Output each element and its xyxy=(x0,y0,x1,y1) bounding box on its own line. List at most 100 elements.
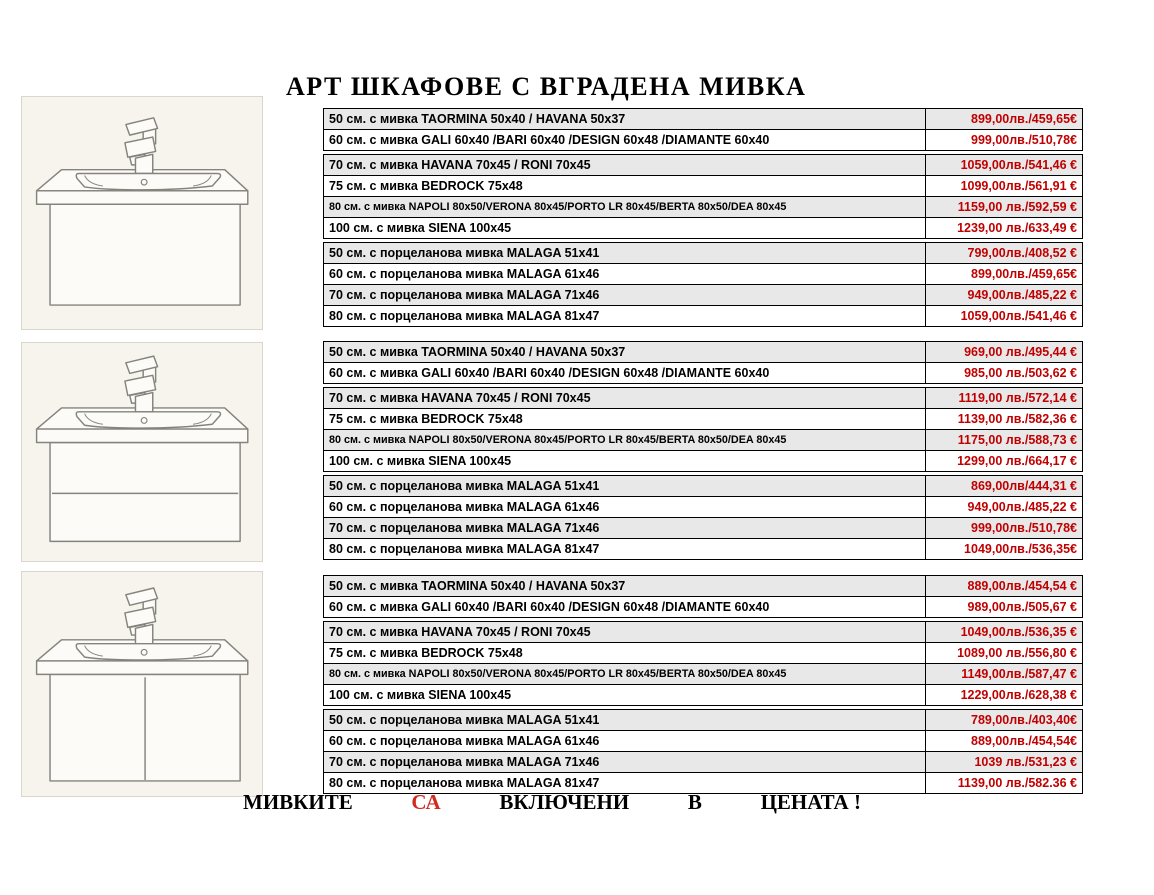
price-value: 989,00лв./505,67 € xyxy=(967,600,1077,614)
price-row: 70 см. с мивка HAVANA 70x45 / RONI 70x45… xyxy=(323,621,1083,643)
price-table-2: 50 см. с мивка TAORMINA 50x40 / HAVANA 5… xyxy=(323,341,1083,560)
footer-word: ВКЛЮЧЕНИ xyxy=(499,790,630,814)
price-row: 75 см. с мивка BEDROCK 75x48 1089,00 лв./… xyxy=(323,642,1083,664)
price-value: 1089,00 лв./556,80 € xyxy=(957,646,1077,660)
price-row: 70 см. с мивка HAVANA 70x45 / RONI 70x45… xyxy=(323,387,1083,409)
price-value: 1059,00лв./541,46 € xyxy=(960,158,1077,172)
price-value: 889,00лв./454,54 € xyxy=(967,579,1077,593)
vanity-drawing-2 xyxy=(21,342,263,562)
vanity-drawing-3 xyxy=(21,571,263,797)
price-value: 899,00лв./459,65€ xyxy=(971,267,1077,281)
price-table-1: 50 см. с мивка TAORMINA 50x40 / HAVANA 5… xyxy=(323,108,1083,327)
price-value: 999,00лв./510,78€ xyxy=(971,521,1077,535)
page-title: АРТ ШКАФОВЕ С ВГРАДЕНА МИВКА xyxy=(286,72,807,101)
price-table-3: 50 см. с мивка TAORMINA 50x40 / HAVANA 5… xyxy=(323,575,1083,794)
price-row: 80 см. с порцеланова мивка MALAGA 81x47 1… xyxy=(323,538,1083,560)
price-row: 70 см. с порцеланова мивка MALAGA 71x46 9… xyxy=(323,284,1083,306)
price-value: 985,00 лв./503,62 € xyxy=(964,366,1077,380)
price-value: 899,00лв./459,65€ xyxy=(971,112,1077,126)
footer-note: МИВКИТЕ СА ВКЛЮЧЕНИ В ЦЕНАТА ! xyxy=(243,790,861,815)
product-description: 75 см. с мивка BEDROCK 75x48 xyxy=(324,409,926,429)
product-description: 50 см. с порцеланова мивка MALAGA 51x41 xyxy=(324,243,926,263)
price-value: 1299,00 лв./664,17 € xyxy=(957,454,1077,468)
price-value: 1229,00лв./628,38 € xyxy=(960,688,1077,702)
price-row: 75 см. с мивка BEDROCK 75x48 1139,00 лв./… xyxy=(323,408,1083,430)
product-description: 60 см. с порцеланова мивка MALAGA 61x46 xyxy=(324,264,926,284)
product-description: 80 см. с мивка NAPOLI 80x50/VERONA 80x45… xyxy=(324,664,926,684)
price-row: 50 см. с мивка TAORMINA 50x40 / HAVANA 5… xyxy=(323,108,1083,130)
price-row: 80 см. с порцеланова мивка MALAGA 81x47 1… xyxy=(323,305,1083,327)
product-description: 60 см. с порцеланова мивка MALAGA 61x46 xyxy=(324,731,926,751)
price-row: 50 см. с мивка TAORMINA 50x40 / HAVANA 5… xyxy=(323,575,1083,597)
price-value: 949,00лв./485,22 € xyxy=(967,288,1077,302)
product-description: 100 см. с мивка SIENA 100x45 xyxy=(324,685,926,705)
price-value: 1149,00лв./587,47 € xyxy=(961,667,1077,681)
product-description: 60 см. с мивка GALI 60x40 /BARI 60x40 /D… xyxy=(324,363,926,383)
price-row: 80 см. с мивка NAPOLI 80x50/VERONA 80x45… xyxy=(323,196,1083,218)
product-description: 60 см. с мивка GALI 60x40 /BARI 60x40 /D… xyxy=(324,130,926,150)
footer-word: В xyxy=(687,790,702,814)
price-value: 969,00 лв./495,44 € xyxy=(964,345,1077,359)
product-description: 50 см. с порцеланова мивка MALAGA 51x41 xyxy=(324,710,926,730)
footer-word: СА xyxy=(411,790,441,814)
product-description: 80 см. с порцеланова мивка MALAGA 81x47 xyxy=(324,306,926,326)
price-value: 1049,00лв./536,35 € xyxy=(960,625,1077,639)
price-row: 75 см. с мивка BEDROCK 75x48 1099,00лв./5… xyxy=(323,175,1083,197)
price-row: 80 см. с мивка NAPOLI 80x50/VERONA 80x45… xyxy=(323,663,1083,685)
product-description: 60 см. с мивка GALI 60x40 /BARI 60x40 /D… xyxy=(324,597,926,617)
price-row: 60 см. с порцеланова мивка MALAGA 61x46 8… xyxy=(323,730,1083,752)
price-row: 80 см. с порцеланова мивка MALAGA 81x47 1… xyxy=(323,772,1083,794)
product-description: 80 см. с мивка NAPOLI 80x50/VERONA 80x45… xyxy=(324,197,926,217)
footer-word: ЦЕНАТА ! xyxy=(760,790,861,814)
footer-word: МИВКИТЕ xyxy=(243,790,353,814)
price-row: 50 см. с порцеланова мивка MALAGA 51x41 8… xyxy=(323,475,1083,497)
product-description: 80 см. с мивка NAPOLI 80x50/VERONA 80x45… xyxy=(324,430,926,450)
price-value: 1099,00лв./561,91 € xyxy=(960,179,1077,193)
product-description: 75 см. с мивка BEDROCK 75x48 xyxy=(324,176,926,196)
vanity-drawing-1 xyxy=(21,96,263,330)
price-value: 1059,00лв./541,46 € xyxy=(960,309,1077,323)
product-description: 80 см. с порцеланова мивка MALAGA 81x47 xyxy=(324,539,926,559)
product-description: 60 см. с порцеланова мивка MALAGA 61x46 xyxy=(324,497,926,517)
price-value: 799,00лв./408,52 € xyxy=(967,246,1077,260)
price-value: 1119,00 лв./572,14 € xyxy=(958,391,1077,405)
vanity-sink-icon xyxy=(35,116,249,306)
vanity-sink-icon xyxy=(35,355,249,543)
price-row: 60 см. с мивка GALI 60x40 /BARI 60x40 /D… xyxy=(323,596,1083,618)
price-value: 999,00лв./510,78€ xyxy=(971,133,1077,147)
price-row: 50 см. с порцеланова мивка MALAGA 51x41 7… xyxy=(323,709,1083,731)
price-row: 100 см. с мивка SIENA 100x45 1239,00 лв./… xyxy=(323,217,1083,239)
price-row: 70 см. с мивка HAVANA 70x45 / RONI 70x45… xyxy=(323,154,1083,176)
product-description: 70 см. с мивка HAVANA 70x45 / RONI 70x45 xyxy=(324,388,926,408)
price-value: 889,00лв./454,54€ xyxy=(971,734,1077,748)
price-row: 70 см. с порцеланова мивка MALAGA 71x46 9… xyxy=(323,517,1083,539)
price-value: 789,00лв./403,40€ xyxy=(971,713,1077,727)
price-row: 60 см. с порцеланова мивка MALAGA 61x46 9… xyxy=(323,496,1083,518)
product-description: 70 см. с порцеланова мивка MALAGA 71x46 xyxy=(324,518,926,538)
product-description: 70 см. с мивка HAVANA 70x45 / RONI 70x45 xyxy=(324,155,926,175)
product-description: 100 см. с мивка SIENA 100x45 xyxy=(324,218,926,238)
price-value: 1139,00 лв./582.36 € xyxy=(957,776,1077,790)
product-description: 50 см. с порцеланова мивка MALAGA 51x41 xyxy=(324,476,926,496)
price-value: 1139,00 лв./582,36 € xyxy=(957,412,1077,426)
price-row: 50 см. с порцеланова мивка MALAGA 51x41 7… xyxy=(323,242,1083,264)
price-value: 1159,00 лв./592,59 € xyxy=(957,200,1077,214)
price-row: 100 см. с мивка SIENA 100x45 1229,00лв./6… xyxy=(323,684,1083,706)
product-description: 70 см. с порцеланова мивка MALAGA 71x46 xyxy=(324,752,926,772)
price-row: 70 см. с порцеланова мивка MALAGA 71x46 1… xyxy=(323,751,1083,773)
product-description: 75 см. с мивка BEDROCK 75x48 xyxy=(324,643,926,663)
price-row: 60 см. с мивка GALI 60x40 /BARI 60x40 /D… xyxy=(323,129,1083,151)
price-value: 1039 лв./531,23 € xyxy=(974,755,1077,769)
price-value: 949,00лв./485,22 € xyxy=(967,500,1077,514)
product-description: 70 см. с мивка HAVANA 70x45 / RONI 70x45 xyxy=(324,622,926,642)
product-description: 100 см. с мивка SIENA 100x45 xyxy=(324,451,926,471)
product-description: 50 см. с мивка TAORMINA 50x40 / HAVANA 5… xyxy=(324,109,926,129)
vanity-sink-icon xyxy=(35,587,249,783)
price-value: 869,00лв/444,31 € xyxy=(971,479,1077,493)
price-row: 50 см. с мивка TAORMINA 50x40 / HAVANA 5… xyxy=(323,341,1083,363)
price-value: 1049,00лв./536,35€ xyxy=(964,542,1077,556)
price-row: 60 см. с мивка GALI 60x40 /BARI 60x40 /D… xyxy=(323,362,1083,384)
price-value: 1175,00 лв./588,73 € xyxy=(957,433,1077,447)
product-description: 50 см. с мивка TAORMINA 50x40 / HAVANA 5… xyxy=(324,576,926,596)
product-description: 70 см. с порцеланова мивка MALAGA 71x46 xyxy=(324,285,926,305)
